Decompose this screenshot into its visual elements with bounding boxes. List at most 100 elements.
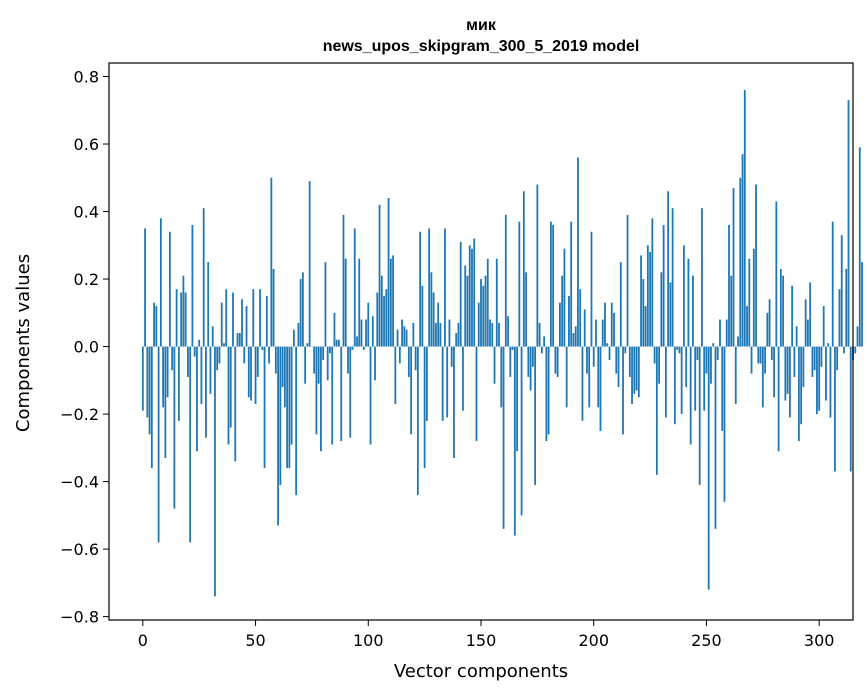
bar <box>613 312 615 347</box>
bar <box>338 339 340 347</box>
bar <box>816 346 818 415</box>
bar <box>144 228 146 347</box>
bar <box>662 225 665 347</box>
bar <box>631 346 633 404</box>
bar <box>777 346 780 452</box>
bar <box>619 262 622 347</box>
bar <box>554 346 557 374</box>
bar <box>247 346 250 398</box>
bar <box>288 346 291 469</box>
bar <box>845 268 848 347</box>
bar <box>297 322 300 347</box>
bar <box>320 346 322 452</box>
bar <box>802 346 805 388</box>
bar <box>552 225 555 347</box>
bar <box>831 221 834 347</box>
bar <box>529 346 532 391</box>
bar <box>358 258 361 347</box>
bar <box>838 289 841 347</box>
bar <box>464 265 467 347</box>
bar <box>187 346 189 377</box>
bar <box>750 346 753 374</box>
bar <box>407 346 410 377</box>
bar <box>597 346 600 408</box>
bar <box>356 336 358 347</box>
bar <box>516 346 518 452</box>
bar <box>216 346 219 371</box>
bar <box>498 322 500 347</box>
bar <box>707 346 710 590</box>
bar <box>698 346 701 485</box>
bar <box>421 285 424 347</box>
bar <box>146 346 149 418</box>
bar <box>680 346 683 415</box>
bar <box>495 258 498 347</box>
bar <box>450 346 453 367</box>
x-tick-label: 150 <box>466 631 497 650</box>
bar <box>522 191 525 347</box>
bar <box>414 346 417 371</box>
bar <box>570 221 573 347</box>
bar <box>223 343 225 347</box>
bar <box>335 339 338 347</box>
bar <box>218 346 221 364</box>
bar <box>858 147 861 347</box>
bar <box>536 184 539 347</box>
bar <box>385 289 388 347</box>
bar <box>617 346 620 388</box>
bar <box>256 346 259 377</box>
bar <box>719 319 721 347</box>
bar <box>236 333 239 347</box>
bar <box>813 346 816 371</box>
bar <box>766 312 769 347</box>
bar <box>419 231 422 347</box>
bar <box>380 275 383 347</box>
bar <box>394 346 397 404</box>
bar <box>205 346 207 438</box>
bar <box>347 346 349 374</box>
bar <box>342 214 345 347</box>
x-axis-ticks: 0 50 100 150 200 250 300 <box>138 620 834 650</box>
bar <box>610 302 613 347</box>
bar-series <box>141 90 863 597</box>
bar <box>227 346 230 445</box>
bar <box>331 346 334 445</box>
bar <box>671 208 674 347</box>
bar <box>784 346 787 401</box>
bar <box>791 285 794 347</box>
bar <box>651 218 654 347</box>
plot-frame <box>108 62 854 621</box>
bar <box>694 346 697 411</box>
bar <box>441 346 444 421</box>
bar <box>281 346 284 388</box>
bar <box>263 346 266 469</box>
bar <box>150 346 153 469</box>
bar <box>531 346 534 367</box>
y-axis-ticks: −0.8 −0.6 −0.4 −0.2 0.0 0.2 0.4 0.6 0.8 <box>60 68 109 627</box>
bar <box>628 346 631 377</box>
bar <box>200 346 203 404</box>
bar <box>624 346 627 354</box>
bar <box>637 346 640 398</box>
bar <box>556 346 559 377</box>
bar <box>579 289 582 347</box>
bar <box>252 289 255 347</box>
y-tick-label: 0.0 <box>74 338 99 357</box>
bar <box>243 346 246 364</box>
bar <box>189 346 192 543</box>
bar <box>507 316 509 347</box>
bar <box>547 346 550 435</box>
bar <box>655 346 658 475</box>
bar <box>457 322 460 347</box>
bar <box>180 292 183 347</box>
bar <box>405 329 408 347</box>
bar <box>412 322 415 347</box>
bar <box>649 252 651 347</box>
bar <box>432 292 435 347</box>
bar <box>538 322 541 347</box>
bar <box>583 309 586 347</box>
bar <box>324 262 327 347</box>
bar <box>272 268 275 347</box>
bar <box>543 336 546 347</box>
bar <box>513 346 516 536</box>
